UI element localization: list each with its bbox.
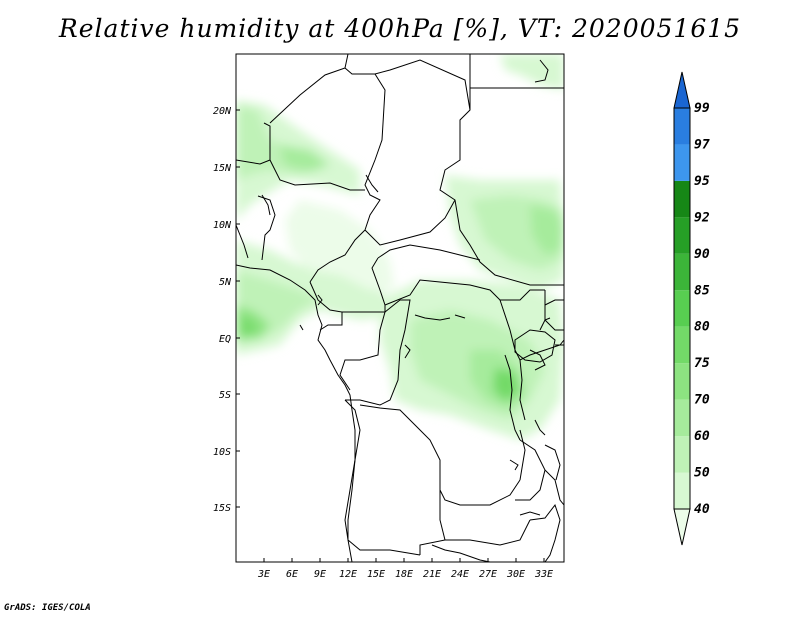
colorbar-label: 75	[694, 356, 710, 371]
colorbar-swatch	[674, 144, 690, 181]
lon-label: 27E	[479, 569, 497, 580]
colorbar-swatch	[674, 363, 690, 400]
colorbar: 40 50 60 70 75 80 85 90 92 95 97 99	[673, 71, 710, 546]
humidity-area	[493, 368, 520, 402]
country-borders	[236, 54, 564, 562]
lat-label: 10S	[213, 447, 231, 458]
humidity-area	[240, 318, 256, 334]
axis-ticks	[236, 109, 545, 562]
colorbar-min-triangle	[673, 508, 691, 546]
lat-label: EQ	[219, 334, 231, 345]
lat-label: 5N	[219, 277, 232, 288]
lon-label: 9E	[314, 569, 326, 580]
colorbar-label: 80	[694, 320, 710, 335]
colorbar-label: 60	[694, 429, 710, 444]
lat-label: 20N	[213, 106, 232, 117]
humidity-field	[236, 54, 564, 440]
colorbar-max-triangle	[673, 71, 691, 109]
lon-label: 3E	[257, 569, 270, 580]
colorbar-label: 85	[694, 283, 710, 298]
colorbar-label: 95	[694, 174, 710, 189]
colorbar-swatch	[674, 326, 690, 364]
colorbar-label: 90	[694, 247, 710, 262]
colorbar-swatch	[674, 253, 690, 291]
humidity-area	[280, 145, 330, 172]
colorbar-label: 50	[694, 466, 710, 481]
colorbar-swatch	[674, 436, 690, 473]
humidity-area	[285, 200, 395, 290]
map-title: Relative humidity at 400hPa [%], VT: 202…	[58, 14, 742, 43]
colorbar-label: 99	[694, 101, 710, 116]
colorbar-label: 40	[694, 502, 710, 517]
humidity-area	[500, 54, 564, 90]
lat-label: 15N	[213, 163, 232, 174]
map-frame	[235, 53, 565, 563]
lat-label: 5S	[219, 390, 231, 401]
lon-label: 15E	[367, 569, 385, 580]
lon-label: 18E	[395, 569, 413, 580]
humidity-area	[530, 205, 564, 255]
lon-label: 12E	[339, 569, 357, 580]
lon-label: 30E	[506, 569, 525, 580]
lat-label: 15S	[213, 503, 231, 514]
latitude-labels: 20N 15N 10N 5N EQ 5S 10S 15S	[213, 106, 232, 514]
lon-label: 24E	[451, 569, 469, 580]
colorbar-label: 92	[694, 210, 710, 225]
colorbar-swatch	[674, 180, 690, 218]
colorbar-outline	[673, 107, 691, 510]
grads-credit: GrADS: IGES/COLA	[4, 603, 91, 613]
colorbar-swatch	[674, 108, 690, 145]
lon-label: 33E	[534, 569, 553, 580]
lat-label: 10N	[213, 220, 232, 231]
colorbar-swatch	[674, 399, 690, 437]
longitude-labels: 3E 6E 9E 12E 15E 18E 21E 24E 27E 30E 33E	[257, 569, 553, 580]
lon-label: 6E	[286, 569, 298, 580]
colorbar-label: 97	[694, 137, 710, 152]
colorbar-swatch	[674, 472, 690, 509]
lon-label: 21E	[423, 569, 441, 580]
colorbar-swatch	[674, 217, 690, 254]
colorbar-swatch	[674, 290, 690, 327]
colorbar-label: 70	[694, 393, 710, 408]
